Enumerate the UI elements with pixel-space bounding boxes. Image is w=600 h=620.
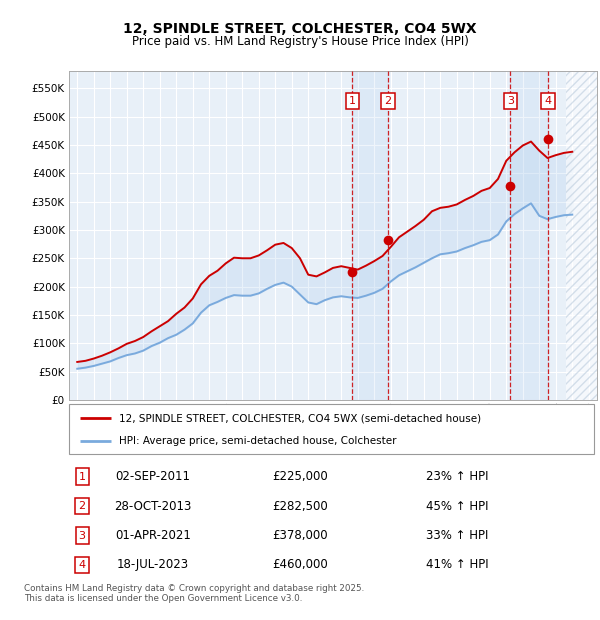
Text: 4: 4 bbox=[79, 560, 86, 570]
FancyBboxPatch shape bbox=[69, 404, 594, 454]
Text: Contains HM Land Registry data © Crown copyright and database right 2025.
This d: Contains HM Land Registry data © Crown c… bbox=[24, 584, 364, 603]
Text: 1: 1 bbox=[79, 472, 86, 482]
Text: £460,000: £460,000 bbox=[272, 559, 328, 572]
Text: 23% ↑ HPI: 23% ↑ HPI bbox=[426, 470, 488, 483]
Text: 1: 1 bbox=[349, 95, 356, 106]
Text: 2: 2 bbox=[385, 95, 392, 106]
Text: 3: 3 bbox=[79, 531, 86, 541]
Text: 02-SEP-2011: 02-SEP-2011 bbox=[115, 470, 191, 483]
Text: 28-OCT-2013: 28-OCT-2013 bbox=[115, 500, 191, 513]
Text: Price paid vs. HM Land Registry's House Price Index (HPI): Price paid vs. HM Land Registry's House … bbox=[131, 35, 469, 48]
Text: 33% ↑ HPI: 33% ↑ HPI bbox=[426, 529, 488, 542]
Text: 41% ↑ HPI: 41% ↑ HPI bbox=[426, 559, 488, 572]
Bar bbox=[352, 71, 388, 400]
Text: 3: 3 bbox=[507, 95, 514, 106]
Text: 12, SPINDLE STREET, COLCHESTER, CO4 5WX (semi-detached house): 12, SPINDLE STREET, COLCHESTER, CO4 5WX … bbox=[119, 413, 481, 423]
Text: 12, SPINDLE STREET, COLCHESTER, CO4 5WX: 12, SPINDLE STREET, COLCHESTER, CO4 5WX bbox=[123, 22, 477, 36]
Text: 2: 2 bbox=[79, 501, 86, 511]
Bar bbox=[511, 71, 548, 400]
Text: £282,500: £282,500 bbox=[272, 500, 328, 513]
Text: £225,000: £225,000 bbox=[272, 470, 328, 483]
Text: HPI: Average price, semi-detached house, Colchester: HPI: Average price, semi-detached house,… bbox=[119, 436, 397, 446]
Text: 01-APR-2021: 01-APR-2021 bbox=[115, 529, 191, 542]
Text: 45% ↑ HPI: 45% ↑ HPI bbox=[426, 500, 488, 513]
Text: 18-JUL-2023: 18-JUL-2023 bbox=[117, 559, 189, 572]
Text: 4: 4 bbox=[545, 95, 552, 106]
Text: £378,000: £378,000 bbox=[272, 529, 328, 542]
